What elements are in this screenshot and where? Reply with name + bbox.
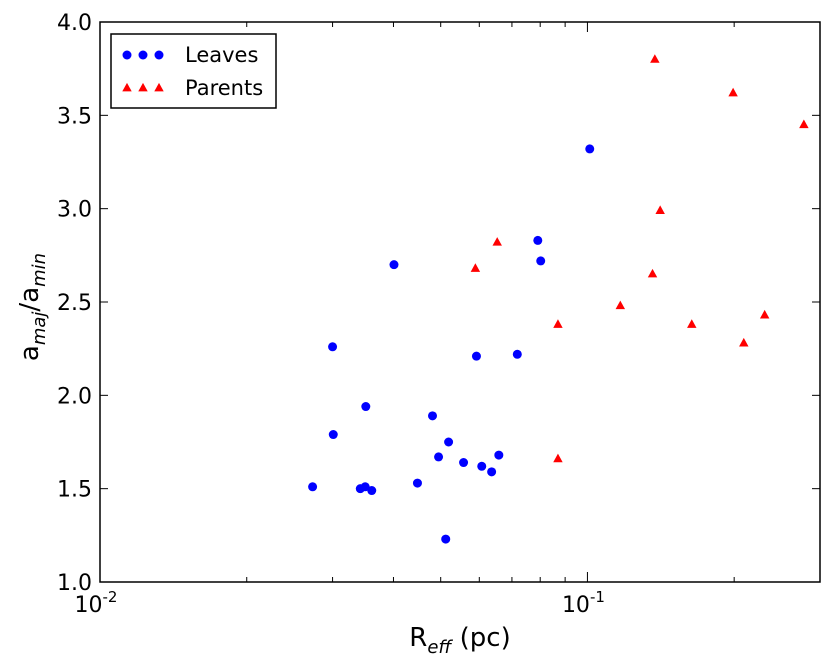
parents-point (647, 268, 658, 278)
leaves-point (328, 430, 338, 440)
x-tick-label: 10-2 (75, 588, 118, 618)
y-tick-label: 3.5 (57, 104, 92, 129)
y-axis-label: amaj/amin (15, 253, 50, 361)
leaves-point (361, 402, 371, 412)
x-tick-label-base: 10 (562, 593, 590, 618)
x-axis-label: Reff (pc) (409, 623, 511, 658)
y-tick-label: 1.5 (57, 478, 92, 503)
leaves-point (512, 349, 522, 359)
parents-point (470, 263, 481, 272)
legend-marker-parents (122, 82, 132, 92)
parents-point (615, 300, 626, 310)
y-axis-label-a: a (15, 345, 45, 361)
parents-point (650, 54, 660, 63)
parents-point (655, 205, 665, 214)
x-tick-label-exponent: -2 (103, 588, 118, 606)
legend-markers (122, 50, 164, 92)
x-axis-label-main: R (409, 623, 427, 653)
axis-ticks: 1.01.52.02.53.03.54.010-2 10-1 (57, 11, 820, 618)
parents-point (728, 87, 738, 97)
leaves-point (412, 478, 422, 488)
leaves-point (360, 482, 370, 492)
leaves-point (585, 144, 595, 154)
plot-area-frame (99, 21, 821, 583)
leaves-point (533, 235, 543, 245)
parents-point (687, 319, 697, 328)
leaves-point (477, 461, 487, 471)
y-tick-label: 2.5 (57, 291, 92, 316)
y-tick-label: 4.0 (57, 11, 92, 36)
parents-point (759, 309, 770, 319)
leaves-point (487, 467, 497, 477)
leaves-point (389, 260, 399, 270)
parents-point (553, 319, 563, 328)
data-points (308, 54, 809, 544)
leaves-point (444, 437, 454, 447)
x-tick-label: 10-1 (562, 588, 605, 618)
x-axis-label-unit: (pc) (451, 623, 510, 653)
y-axis-label-slash-a: /a (15, 287, 45, 312)
leaves-point (441, 534, 451, 544)
leaves-point (328, 342, 338, 352)
leaves-point (459, 458, 469, 468)
legend: Leaves Parents (110, 33, 277, 109)
leaves-point (471, 351, 481, 361)
y-tick-label: 1.0 (57, 571, 92, 596)
legend-marker-leaves (138, 50, 148, 60)
y-tick-label: 3.0 (57, 198, 92, 223)
leaves-point (428, 411, 438, 421)
leaves-point (536, 256, 546, 266)
leaves-point (434, 452, 444, 462)
leaves-point (308, 482, 318, 492)
parents-point (553, 453, 563, 463)
y-axis-label-sub-maj: maj (29, 312, 50, 346)
leaves-point (367, 486, 377, 496)
legend-label-parents: Parents (185, 76, 263, 100)
legend-label-leaves: Leaves (185, 43, 258, 67)
parents-point (739, 337, 749, 347)
x-tick-label-base: 10 (75, 593, 103, 618)
legend-marker-parents (154, 82, 164, 92)
parents-point (492, 237, 502, 246)
y-tick-label: 2.0 (57, 384, 92, 409)
legend-marker-leaves (154, 50, 164, 60)
x-axis-label-subscript: eff (427, 637, 453, 658)
legend-marker-parents (138, 82, 148, 92)
legend-marker-leaves (122, 50, 132, 60)
x-tick-label-exponent: -1 (590, 588, 605, 606)
leaves-point (494, 450, 504, 460)
legend-box (110, 33, 277, 109)
y-axis-label-sub-min: min (29, 253, 50, 287)
parents-point (799, 119, 809, 129)
